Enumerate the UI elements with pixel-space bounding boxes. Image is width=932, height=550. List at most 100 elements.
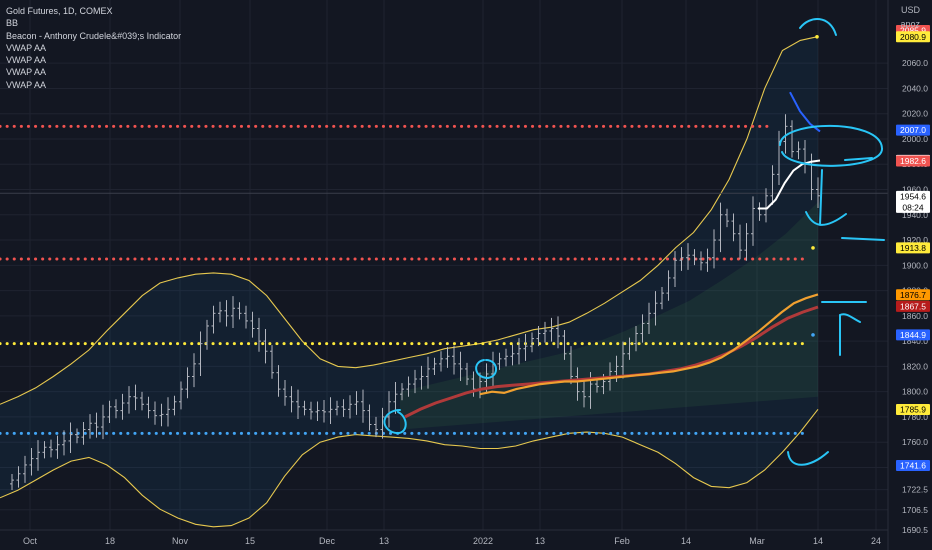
ohlc-bar	[569, 346, 573, 385]
ohlc-bar	[790, 120, 794, 158]
ohlc-bar	[738, 224, 742, 260]
y-tick-label: 1800.0	[902, 387, 928, 397]
price-label: 1954.6	[900, 191, 926, 201]
legend-study-vwap-1[interactable]: VWAP AA	[6, 42, 47, 53]
ohlc-bar	[452, 345, 456, 375]
y-tick-label: 1900.0	[902, 260, 928, 270]
price-label-box	[896, 403, 930, 415]
ohlc-bar	[426, 356, 430, 389]
legend-study-bb[interactable]: BB	[6, 18, 19, 29]
ohlc-bar	[627, 337, 632, 360]
ohlc-bar	[634, 325, 638, 352]
price-label: 1844.9	[900, 330, 926, 340]
scale-mode-label[interactable]: apoz	[900, 19, 920, 29]
price-label: 2080.9	[900, 32, 926, 42]
ohlc-bar	[393, 382, 398, 414]
ohlc-bar	[179, 381, 183, 410]
ohlc-bar	[140, 391, 144, 411]
y-tick-label: 1760.0	[902, 437, 928, 447]
currency-label[interactable]: USD	[900, 5, 920, 15]
ohlc-bar	[445, 347, 450, 368]
ohlc-bar	[68, 422, 73, 454]
x-tick-label: 24	[871, 536, 881, 546]
ohlc-bar	[341, 399, 346, 417]
price-label: 1876.7	[900, 290, 926, 300]
ohlc-bar	[718, 202, 723, 253]
ohlc-bar	[120, 393, 125, 420]
ohlc-bar	[75, 428, 79, 444]
ohlc-bar	[159, 403, 164, 427]
price-label-box	[896, 31, 930, 43]
bollinger-upper-line	[0, 36, 819, 405]
y-tick-label: 1860.0	[902, 311, 928, 321]
x-tick-label: 15	[245, 536, 255, 546]
ohlc-bar	[816, 177, 820, 208]
ohlc-bar	[543, 321, 547, 343]
ohlc-bar	[218, 301, 222, 323]
legend-study-vwap-2[interactable]: VWAP AA	[6, 55, 47, 66]
price-label-box	[896, 289, 930, 301]
ohlc-bar	[309, 401, 313, 420]
y-tick-label: 1706.5	[902, 505, 928, 515]
vwap-white-line	[758, 159, 821, 210]
ohlc-bar	[62, 430, 66, 456]
ohlc-bar	[88, 414, 92, 439]
vwap-band-fill	[400, 202, 818, 430]
ohlc-bar	[770, 165, 775, 205]
annotation-arc-bottom	[787, 451, 829, 466]
ohlc-bar	[315, 401, 320, 421]
ohlc-bar	[556, 316, 560, 349]
ohlc-bar	[172, 395, 177, 416]
ohlc-bar	[107, 400, 112, 423]
y-tick-label: 1960.0	[902, 185, 928, 195]
ohlc-bar	[101, 404, 105, 440]
ohlc-bar	[465, 362, 469, 386]
ohlc-bar	[270, 345, 274, 379]
price-label: 1867.5	[900, 301, 926, 311]
ohlc-bar	[283, 380, 287, 406]
ohlc-bar	[497, 352, 502, 370]
ohlc-bar	[55, 435, 60, 459]
ohlc-bar	[653, 291, 658, 326]
legend-study-vwap-4[interactable]: VWAP AA	[6, 79, 47, 90]
ohlc-bar	[348, 395, 352, 419]
ohlc-bar	[367, 404, 372, 431]
annotation-up-arrow	[821, 301, 867, 356]
ohlc-bar	[198, 331, 203, 376]
ohlc-bar	[211, 305, 216, 334]
ohlc-bar	[751, 196, 755, 246]
ohlc-bar	[354, 391, 359, 415]
price-label: 1913.8	[900, 243, 926, 253]
ohlc-bar	[673, 251, 677, 288]
legend-symbol-title[interactable]: Gold Futures, 1D, COMEX	[6, 6, 113, 16]
ohlc-bar	[237, 302, 242, 320]
legend-study-vwap-3[interactable]: VWAP AA	[6, 67, 47, 78]
price-label-box	[896, 190, 930, 213]
x-tick-label: Feb	[614, 536, 630, 546]
ohlc-bar	[666, 270, 671, 301]
bollinger-fill	[0, 36, 818, 527]
ohlc-bar	[517, 338, 521, 365]
y-tick-label: 1780.0	[902, 412, 928, 422]
price-axis	[888, 0, 932, 550]
ohlc-bar	[185, 367, 190, 399]
x-tick-label: 18	[105, 536, 115, 546]
ohlc-bar	[94, 412, 99, 438]
ohlc-bar	[374, 416, 378, 438]
ohlc-bar	[705, 248, 710, 272]
ohlc-bar	[582, 381, 586, 408]
ohlc-bar	[796, 141, 801, 160]
ohlc-bar	[764, 188, 768, 223]
ohlc-bar	[686, 243, 690, 270]
y-tick-label: 1722.5	[902, 485, 928, 495]
ohlc-bar	[744, 223, 749, 261]
price-label-box	[896, 242, 930, 254]
legend-study-beacon[interactable]: Beacon - Anthony Crudele&#039;s Indicato…	[6, 30, 182, 41]
ohlc-bar	[289, 386, 294, 413]
ohlc-bar	[192, 353, 196, 388]
price-label-box	[896, 124, 930, 136]
ohlc-bar	[647, 302, 651, 335]
price-label-box	[896, 155, 930, 167]
price-label-box	[896, 329, 930, 341]
